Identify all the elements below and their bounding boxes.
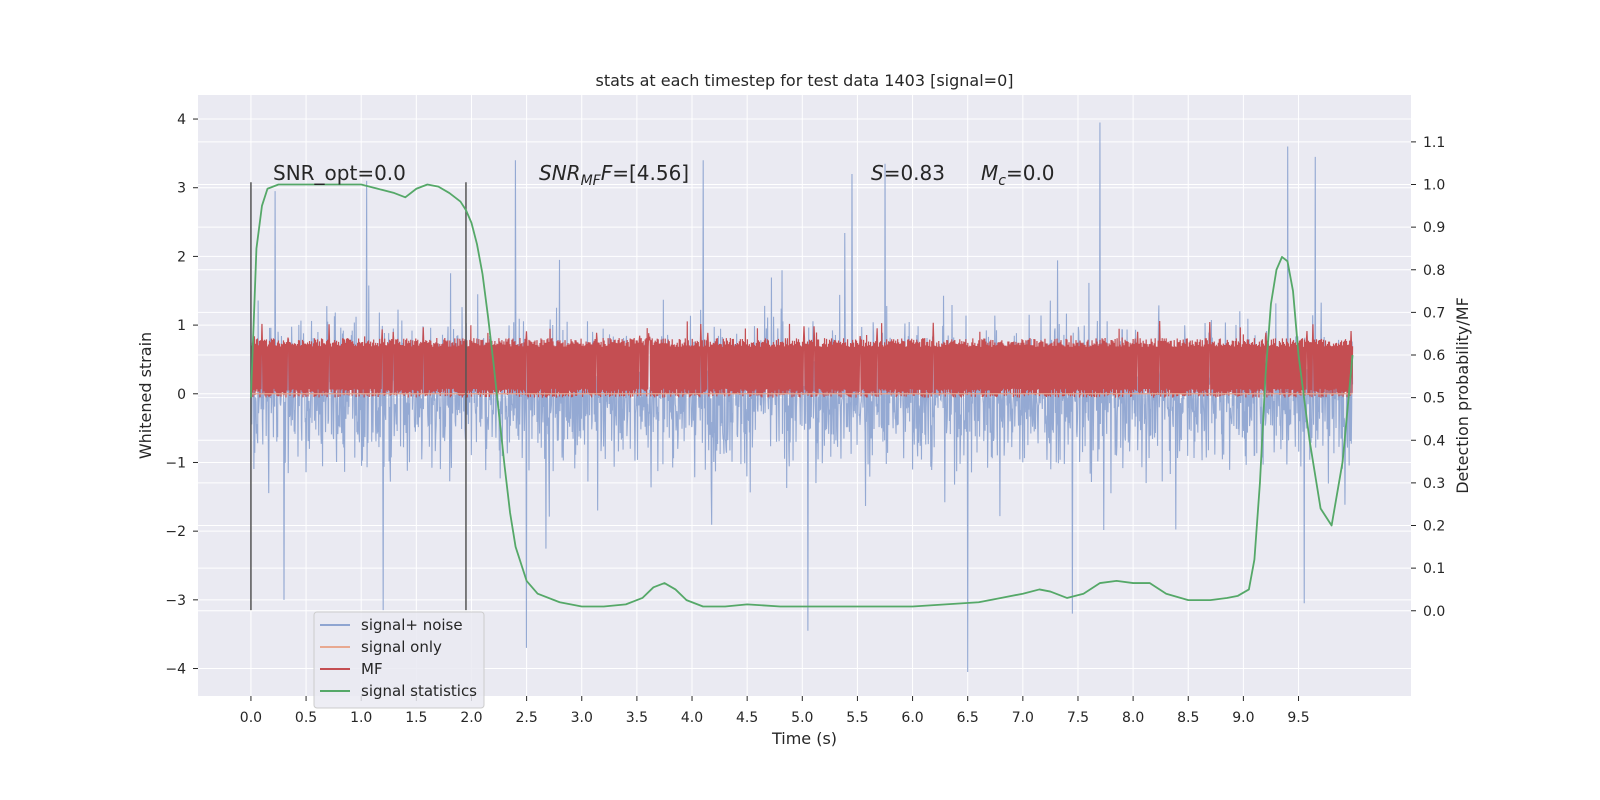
annotation-mc-main: M — [981, 161, 998, 185]
x-tick-label-14: 7.0 — [1012, 710, 1034, 726]
y2-tick-label-2: 0.2 — [1423, 519, 1445, 535]
legend-label-0: signal+ noise — [361, 616, 463, 634]
x-tick-label-17: 8.5 — [1177, 710, 1199, 726]
x-tick-label-11: 5.5 — [846, 710, 868, 726]
x-tick-label-19: 9.5 — [1287, 710, 1309, 726]
axis-ticks: 0.0 0.5 1.0 1.5 2.0 2.5 3.0 3.5 4.0 4.5 5.0 5.5 6.0 6… — [165, 112, 1445, 726]
y-tick-label-6: 2 — [177, 249, 186, 265]
y-tick-label-1: −3 — [165, 593, 186, 609]
mf-line — [250, 321, 1354, 398]
y-tick-label-0: −4 — [165, 662, 186, 678]
x-tick-label-8: 4.0 — [681, 710, 703, 726]
x-tick-label-7: 3.5 — [626, 710, 648, 726]
signal-plus-noise-line — [250, 122, 1354, 672]
annotation-snr-mf-main: SNR — [539, 161, 581, 185]
y-axis-title: Whitened strain — [136, 332, 155, 459]
y2-tick-label-9: 0.9 — [1423, 220, 1445, 236]
y2-axis-title: Detection probability/MF — [1453, 297, 1472, 494]
y-tick-label-3: −1 — [165, 455, 186, 471]
y2-tick-label-8: 0.8 — [1423, 263, 1445, 279]
legend-label-2: MF — [361, 660, 383, 678]
x-tick-label-9: 4.5 — [736, 710, 758, 726]
y2-tick-label-1: 0.1 — [1423, 561, 1445, 577]
legend-label-3: signal statistics — [361, 682, 477, 700]
x-tick-label-0: 0.0 — [240, 710, 262, 726]
y-tick-label-7: 3 — [177, 181, 186, 197]
y2-tick-label-4: 0.4 — [1423, 433, 1445, 449]
x-tick-label-16: 8.0 — [1122, 710, 1144, 726]
x-tick-label-13: 6.5 — [957, 710, 979, 726]
legend-box — [313, 611, 485, 709]
legend: signal+ noise signal only MF signal statist… — [313, 611, 485, 709]
x-tick-label-3: 1.5 — [405, 710, 427, 726]
annotation-s: S=0.83 — [871, 161, 945, 185]
annotation-snr-mf-sub: MF — [581, 173, 602, 189]
y-tick-label-8: 4 — [177, 112, 186, 128]
y2-tick-label-7: 0.7 — [1423, 305, 1445, 321]
annotation-snr-mf-value: =[4.56] — [612, 161, 689, 185]
y2-tick-label-3: 0.3 — [1423, 476, 1445, 492]
signal-plus-noise-series — [250, 122, 1354, 672]
annotation-mc: Mc=0.0 — [981, 161, 1055, 189]
annotation-s-main: S — [871, 161, 884, 185]
y-tick-label-5: 1 — [177, 318, 186, 334]
x-tick-label-15: 7.5 — [1067, 710, 1089, 726]
y2-tick-label-6: 0.6 — [1423, 348, 1445, 364]
signal-statistics-series — [250, 183, 1354, 608]
x-tick-label-1: 0.5 — [295, 710, 317, 726]
y2-tick-label-5: 0.5 — [1423, 391, 1445, 407]
annotation-s-value: =0.83 — [884, 161, 945, 185]
chart-title: stats at each timestep for test data 140… — [595, 71, 1013, 90]
y2-tick-label-10: 1.0 — [1423, 178, 1445, 194]
x-axis-title: Time (s) — [771, 729, 837, 748]
x-tick-label-6: 3.0 — [571, 710, 593, 726]
y2-tick-label-0: 0.0 — [1423, 604, 1445, 620]
annotation-mc-value: =0.0 — [1006, 161, 1055, 185]
x-tick-label-10: 5.0 — [791, 710, 813, 726]
x-tick-label-4: 2.0 — [460, 710, 482, 726]
y-tick-label-4: 0 — [177, 387, 186, 403]
annotation-mc-sub: c — [998, 173, 1006, 189]
mf-series — [250, 321, 1354, 398]
y-tick-label-2: −2 — [165, 524, 186, 540]
y2-tick-label-11: 1.1 — [1423, 135, 1445, 151]
annotation-snr-mf: SNRMFF=[4.56] — [539, 161, 689, 189]
legend-label-1: signal only — [361, 638, 442, 656]
x-tick-label-2: 1.0 — [350, 710, 372, 726]
annotation-snr-opt: SNR_opt=0.0 — [273, 161, 406, 185]
signal-statistics-line — [250, 183, 1354, 608]
x-tick-label-18: 9.0 — [1232, 710, 1254, 726]
x-tick-label-5: 2.5 — [515, 710, 537, 726]
annotation-snr-mf-f: F — [601, 161, 613, 185]
x-tick-label-12: 6.0 — [901, 710, 923, 726]
